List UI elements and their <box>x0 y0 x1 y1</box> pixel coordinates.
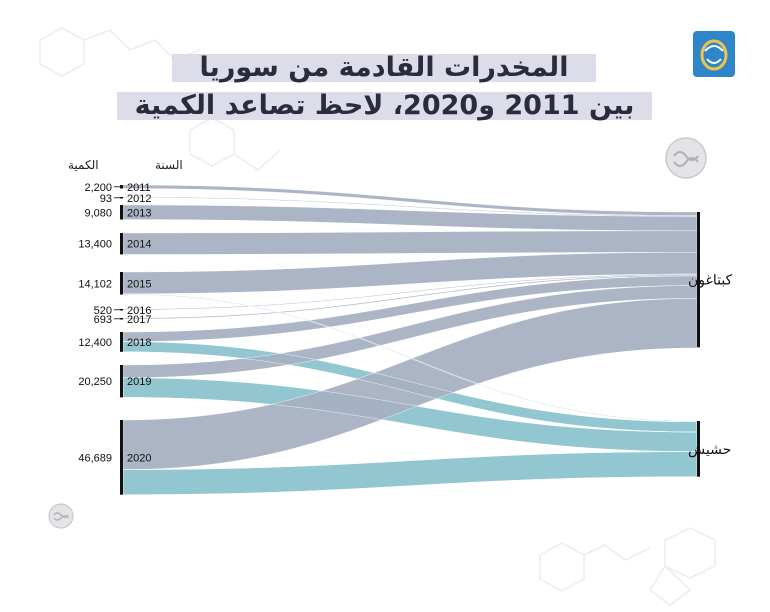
source-node-2018 <box>120 332 123 352</box>
target-label-hashish: حشيش <box>688 442 731 458</box>
source-node-2017 <box>120 318 123 320</box>
year-label-2011: 2011 <box>127 182 151 194</box>
year-label-2014: 2014 <box>127 239 151 251</box>
header-quantity: الكمية <box>68 158 99 172</box>
quantity-label-2011: 2,200 <box>84 182 112 194</box>
flow-2013-captagon <box>122 204 698 232</box>
year-label-2019: 2019 <box>127 376 151 388</box>
source-node-2020 <box>120 420 123 495</box>
node-layer <box>120 185 700 495</box>
year-label-2018: 2018 <box>127 337 151 349</box>
quantity-label-2017: 693 <box>94 314 112 326</box>
target-label-captagon: كبتاغون <box>688 273 733 289</box>
pill-icon-large <box>665 137 707 179</box>
source-node-2012 <box>120 197 123 199</box>
logo-calligraphy-icon <box>700 39 728 71</box>
quantity-label-2013: 9,080 <box>84 207 112 219</box>
flow-layer <box>122 184 698 495</box>
flow-2014-captagon <box>122 230 698 255</box>
quantity-label-2014: 13,400 <box>78 239 112 251</box>
broadcaster-logo <box>693 31 735 77</box>
year-label-2013: 2013 <box>127 207 151 219</box>
label-layer: الكمية السنة 2,200 2011 93 2012 9,080 2013 13,… <box>68 158 733 464</box>
target-node-captagon <box>697 212 700 348</box>
source-node-2019 <box>120 365 123 398</box>
source-node-2014 <box>120 233 123 255</box>
flow-2020-hashish-overlay <box>122 451 698 495</box>
year-label-2015: 2015 <box>127 278 151 290</box>
chart-title: المخدرات القادمة من سوريا <box>172 54 596 82</box>
quantity-label-2018: 12,400 <box>78 337 112 349</box>
year-label-2012: 2012 <box>127 193 151 205</box>
quantity-label-2016: 520 <box>94 305 112 317</box>
source-node-2013 <box>120 205 123 220</box>
quantity-label-2012: 93 <box>100 193 112 205</box>
target-node-hashish <box>697 421 700 477</box>
source-node-2011 <box>120 185 123 189</box>
chart-subtitle: بين 2011 و2020، لاحظ تصاعد الكمية <box>117 92 652 120</box>
source-node-2016 <box>120 309 123 311</box>
year-label-2020: 2020 <box>127 452 151 464</box>
flow-2020-captagon <box>122 298 698 470</box>
year-label-2017: 2017 <box>127 314 151 326</box>
quantity-label-2015: 14,102 <box>78 278 112 290</box>
quantity-label-2020: 46,689 <box>78 452 112 464</box>
source-node-2015 <box>120 272 123 295</box>
quantity-label-2019: 20,250 <box>78 376 112 388</box>
header-year: السنة <box>155 158 183 172</box>
pill-icon-small <box>48 503 74 529</box>
year-label-2016: 2016 <box>127 305 151 317</box>
